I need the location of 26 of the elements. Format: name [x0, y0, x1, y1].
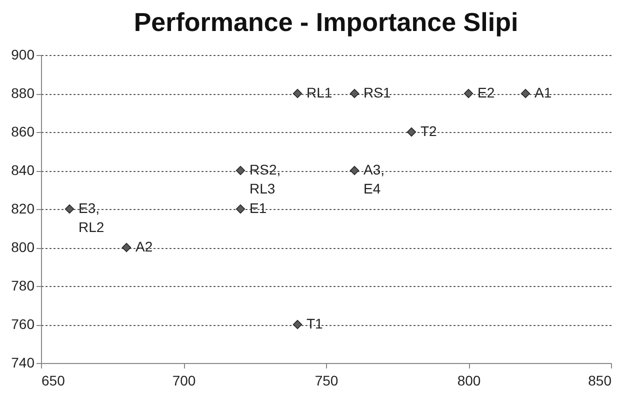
y-tick-label: 840 [11, 162, 35, 178]
annotation: E2 [478, 84, 495, 100]
annotation: A1 [534, 84, 552, 100]
x-tick-label: 750 [314, 372, 338, 388]
x-tick-label: 800 [457, 372, 481, 388]
y-tick-label: 900 [11, 46, 35, 62]
x-tick-label: 650 [42, 372, 66, 388]
annotation: RS2, RL3 [250, 162, 281, 196]
annotation: RL1 [306, 84, 332, 100]
y-tick-label: 800 [11, 239, 35, 255]
x-tick-label: 700 [172, 372, 196, 388]
y-tick-label: 860 [11, 124, 35, 140]
annotation: T1 [306, 316, 324, 332]
y-tick-label: 760 [11, 316, 35, 332]
annotation: E3, RL2 [78, 200, 104, 235]
y-tick-label: 820 [11, 200, 35, 216]
y-tick-label: 780 [11, 278, 35, 294]
annotation: T2 [420, 123, 438, 139]
annotation: RS1 [364, 84, 391, 100]
annotation: A2 [136, 238, 153, 254]
annotation: A3, E4 [364, 162, 385, 196]
y-tick-label: 740 [11, 354, 35, 370]
annotation: E1 [250, 200, 267, 216]
x-tick-label: 850 [588, 372, 612, 388]
chart-title: Performance - Importance Slipi [134, 7, 518, 37]
y-tick-label: 880 [11, 85, 35, 101]
